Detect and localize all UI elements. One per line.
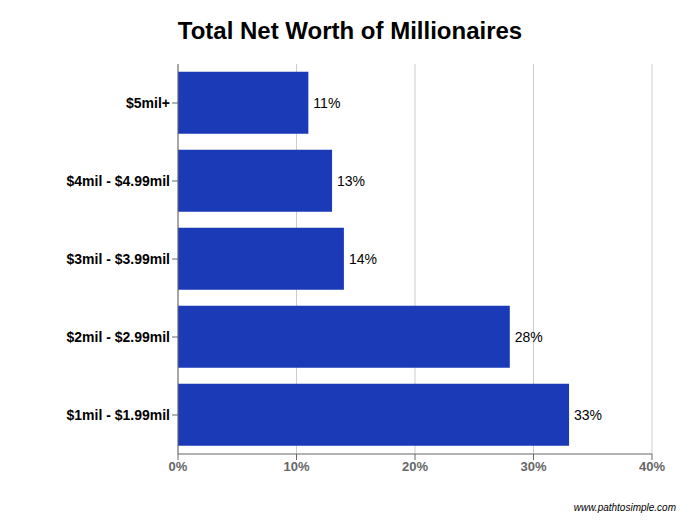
- svg-text:$5mil+: $5mil+: [126, 95, 170, 111]
- svg-text:$1mil - $1.99mil: $1mil - $1.99mil: [66, 407, 170, 423]
- svg-text:$3mil - $3.99mil: $3mil - $3.99mil: [66, 251, 170, 267]
- html-text:www.pathtosimple.com: www.pathtosimple.com: [573, 502, 676, 513]
- svg-text:30%: 30%: [520, 459, 546, 474]
- svg-text:0%: 0%: [169, 459, 188, 474]
- svg-text:10%: 10%: [283, 459, 309, 474]
- svg-text:33%: 33%: [574, 407, 602, 423]
- html-text:Total Net Worth of Millionaire: Total Net Worth of Millionaires: [177, 17, 523, 44]
- svg-text:13%: 13%: [337, 173, 365, 189]
- svg-text:20%: 20%: [402, 459, 428, 474]
- svg-text:$2mil - $2.99mil: $2mil - $2.99mil: [66, 329, 170, 345]
- svg-text:40%: 40%: [639, 459, 665, 474]
- svg-text:14%: 14%: [349, 251, 377, 267]
- svg-text:28%: 28%: [515, 329, 543, 345]
- svg-text:$4mil - $4.99mil: $4mil - $4.99mil: [66, 173, 170, 189]
- svg-text:11%: 11%: [313, 95, 340, 111]
